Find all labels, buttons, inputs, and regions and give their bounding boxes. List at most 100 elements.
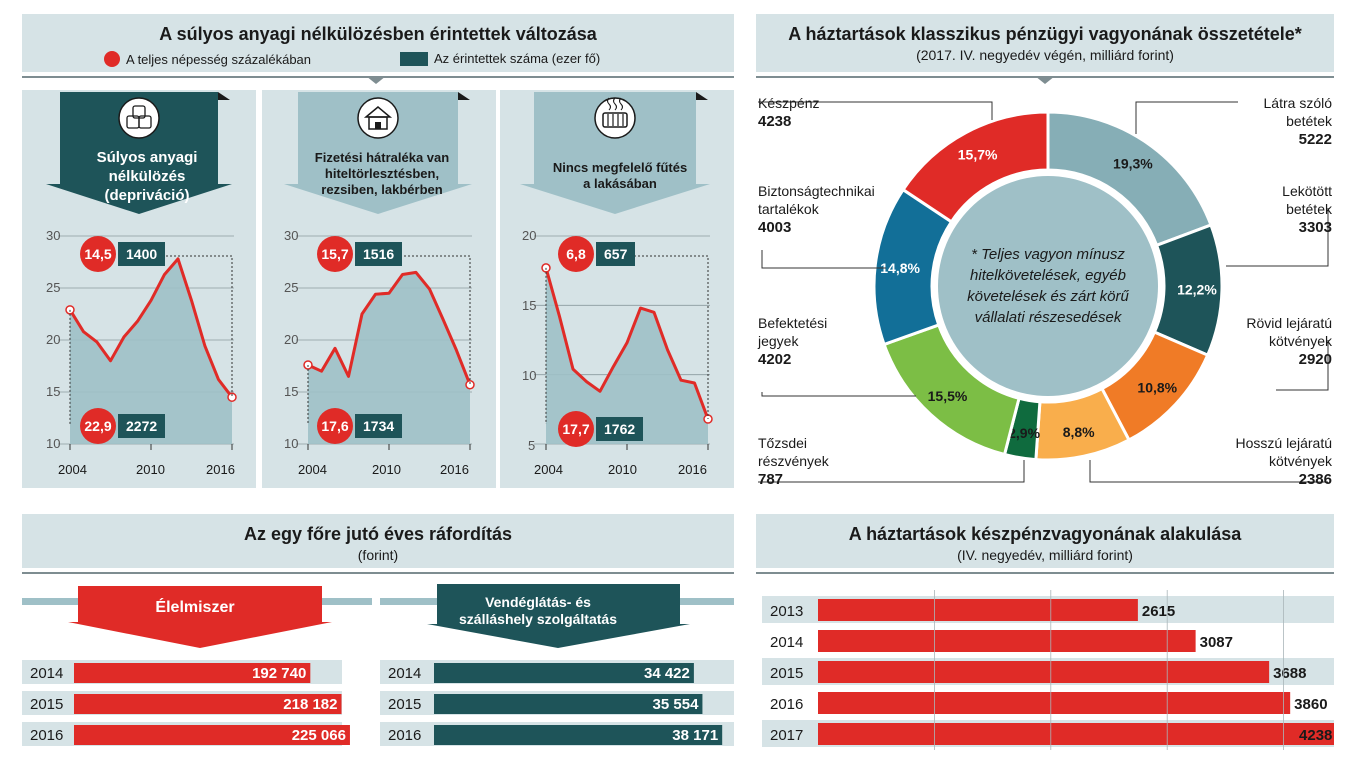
- end-point: [465, 379, 475, 390]
- cash-year: 2015: [770, 665, 803, 682]
- hosp-arrow: [427, 584, 690, 648]
- label-hosszu-name: Hosszú lejáratú kötvények: [1235, 435, 1333, 469]
- bottom-left-header: Az egy főre jutó éves ráfordítás (forint…: [22, 514, 734, 568]
- cash-bar: [818, 723, 1334, 745]
- leader-top: [384, 255, 471, 385]
- panel-1-bot-num: 2272: [118, 414, 166, 438]
- p3-xtick: 2004: [534, 462, 563, 477]
- p3-xtick: 2010: [608, 462, 637, 477]
- panel-1-bot-pct: 22,9: [80, 408, 116, 444]
- food-bar: [74, 725, 350, 745]
- hosp-arrow-label: Vendéglátás- és szálláshely szolgáltatás: [459, 594, 617, 627]
- panel-1-banner-fold: [218, 92, 230, 100]
- p2-ytick: 10: [284, 436, 299, 451]
- food-arrow-label: Élelmiszer: [155, 599, 235, 616]
- cash-value: 4238: [1299, 727, 1332, 744]
- right-header: A háztartások klasszikus pénzügyi vagyon…: [756, 14, 1334, 72]
- donut-center-text: * Teljes vagyon mínusz hitelkövetelések,…: [967, 246, 1129, 326]
- p1-ytick: 15: [46, 384, 61, 399]
- hosp-value: 38 171: [672, 727, 718, 744]
- end-point: [227, 392, 237, 402]
- label-keszpenz-value: 4238: [758, 113, 792, 130]
- panel-3-area: [546, 267, 708, 444]
- p1-ytick: 30: [46, 228, 61, 243]
- label-befekt-name: Befektetési jegyek: [758, 315, 828, 349]
- panel-1-series-line: [68, 257, 234, 399]
- label-rovid-name: Rövid lejáratú kötvények: [1246, 315, 1332, 349]
- label-keszpenz-name: Készpénz: [758, 95, 820, 111]
- panel-3-title: Nincs megfelelő fűtés a lakásában: [552, 160, 688, 191]
- hosp-bar: [434, 663, 694, 683]
- slice-pct-label: 2,9%: [1008, 425, 1040, 441]
- legend-teal: Az érintettek száma (ezer fő): [400, 51, 600, 66]
- slice-pct-label: 10,8%: [1137, 379, 1177, 395]
- slice-pct-label: 8,8%: [1063, 424, 1095, 440]
- spending-bars: 2014 192 740 2015 218 182 2016 225 066 2014 34 …: [22, 584, 734, 746]
- right-header-title: A háztartások klasszikus pénzügyi vagyon…: [788, 24, 1302, 44]
- leader-line: [1276, 340, 1329, 391]
- p2-ytick: 30: [284, 228, 299, 243]
- slice-pct-label: 12,2%: [1177, 282, 1217, 298]
- p1-xtick: 2004: [58, 462, 87, 477]
- panel-2-top-num: 1516: [355, 242, 403, 266]
- panel-1-title: Súlyos anyagi nélkülözés (depriváció): [96, 149, 198, 204]
- cash-value: 3860: [1294, 696, 1327, 713]
- right-header-pointer: [1035, 76, 1055, 84]
- heat-wave: [618, 97, 624, 111]
- cash-year: 2013: [770, 603, 803, 620]
- donut-center: [938, 176, 1158, 396]
- hosp-bar: [434, 725, 723, 745]
- heat-wave: [612, 97, 618, 111]
- label-keszpenz: Készpénz 4238: [758, 94, 819, 131]
- food-bar: [74, 694, 342, 714]
- label-befekt: Befektetési jegyek 4202: [758, 314, 848, 369]
- panel-2-title: Fizetési hátraléka van hiteltörlesztésbe…: [314, 150, 450, 197]
- bottom-right-header: A háztartások készpénzvagyonának alakulá…: [756, 514, 1334, 568]
- donut-slice: [901, 110, 1050, 224]
- food-arrow: [68, 586, 332, 648]
- food-value: 192 740: [252, 665, 306, 682]
- cash-value: 3688: [1273, 665, 1306, 682]
- legend-red-dot: [104, 51, 120, 67]
- leader-line: [1135, 101, 1238, 134]
- leader-line: [1226, 208, 1329, 267]
- p1-ytick: 25: [46, 280, 61, 295]
- legend-teal-swatch: [400, 51, 428, 66]
- panel-1-banner: [46, 92, 232, 214]
- p1-ytick: 20: [46, 332, 61, 347]
- label-rovid: Rövid lejáratú kötvények 2920: [1222, 314, 1332, 369]
- bottom-right-title: A háztartások készpénzvagyonának alakulá…: [848, 524, 1242, 544]
- cash-bar: [818, 692, 1291, 714]
- p1-xtick: 2016: [206, 462, 235, 477]
- food-year: 2014: [30, 665, 63, 682]
- slice-pct-label: 19,3%: [1113, 156, 1153, 172]
- leader-line: [761, 250, 886, 269]
- p3-ytick: 20: [522, 228, 537, 243]
- panel-2-banner-fold: [458, 92, 470, 100]
- panel-3-series-line: [544, 267, 710, 420]
- food-value: 225 066: [292, 727, 346, 744]
- label-latra: Látra szóló betétek 5222: [1228, 94, 1332, 149]
- slice-pct-label: 15,5%: [928, 388, 968, 404]
- p2-ytick: 25: [284, 280, 299, 295]
- label-rovid-value: 2920: [1298, 351, 1332, 368]
- donut-chart: 19,3% 12,2% 10,8% 8,8% 2,9% 15,5% 14,8% 15,7%: [758, 101, 1329, 483]
- label-latra-name: Látra szóló betétek: [1263, 95, 1332, 129]
- right-header-subtitle: (2017. IV. negyedév végén, milliárd fori…: [916, 47, 1174, 63]
- cash-value: 3087: [1200, 634, 1233, 651]
- panel-3-top-pct: 6,8: [558, 236, 594, 272]
- hosp-year: 2015: [388, 696, 421, 713]
- p1-ytick: 10: [46, 436, 61, 451]
- food-year: 2016: [30, 727, 63, 744]
- label-biztons: Biztonságtechnikai tartalékok 4003: [758, 182, 898, 237]
- leader-line: [758, 101, 993, 120]
- food-bar: [74, 663, 311, 683]
- label-biztons-value: 4003: [758, 219, 792, 236]
- panel-3-banner: [520, 92, 710, 214]
- coin-stack: [132, 105, 146, 119]
- p2-xtick: 2010: [372, 462, 401, 477]
- label-latra-value: 5222: [1298, 131, 1332, 148]
- panel-2-bot-num: 1734: [355, 414, 403, 438]
- heat-wave: [606, 97, 612, 111]
- leader-line: [758, 460, 1025, 483]
